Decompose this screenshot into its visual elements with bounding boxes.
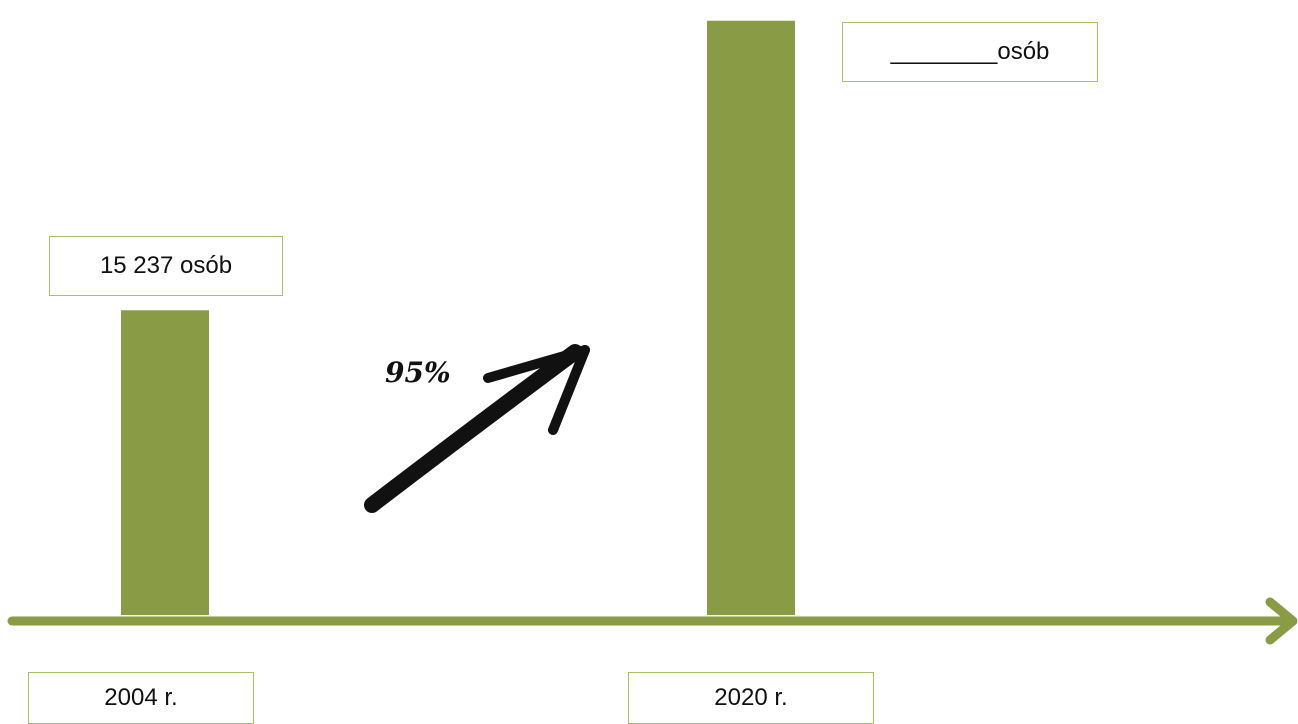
x-axis xyxy=(7,597,1298,645)
growth-arrow-icon xyxy=(364,344,590,513)
bar-2020 xyxy=(707,20,795,615)
data-label-2020: ________osób xyxy=(842,22,1098,82)
x-tick-label-2004: 2004 r. xyxy=(28,672,254,724)
bar-2004 xyxy=(121,310,209,615)
data-label-2004: 15 237 osób xyxy=(49,236,283,296)
x-tick-label-2020: 2020 r. xyxy=(628,672,874,724)
bars-group xyxy=(121,20,795,615)
growth-annotation: 95% xyxy=(385,356,451,389)
